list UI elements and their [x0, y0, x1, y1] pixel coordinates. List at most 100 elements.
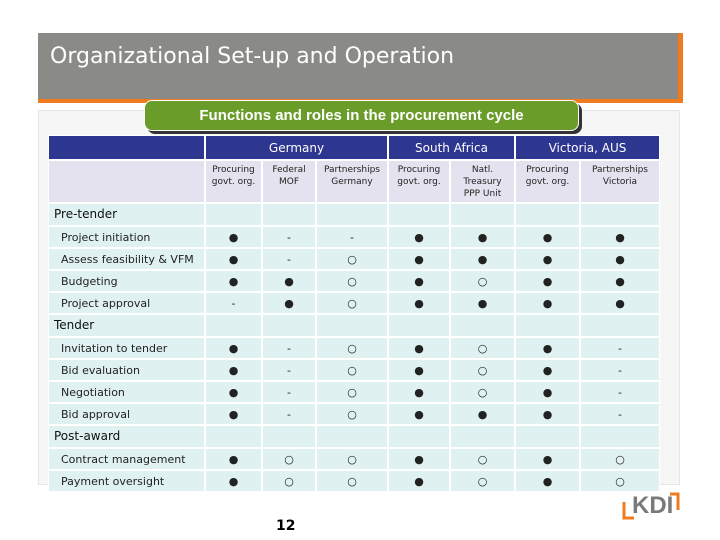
row-label: Budgeting — [48, 270, 205, 292]
logo-bracket — [670, 492, 680, 510]
section-cell — [262, 203, 316, 226]
role-cell: ● — [515, 226, 580, 248]
column-header: Natl. Treasury PPP Unit — [450, 160, 515, 203]
column-header: Procuring govt. org. — [205, 160, 262, 203]
role-cell: ● — [388, 381, 450, 403]
row-label: Project initiation — [48, 226, 205, 248]
role-cell: ● — [450, 226, 515, 248]
section-cell — [580, 203, 660, 226]
role-cell: ● — [205, 359, 262, 381]
section-cell — [450, 425, 515, 448]
section-cell — [48, 203, 205, 226]
role-cell: - — [580, 359, 660, 381]
role-cell: - — [262, 337, 316, 359]
role-cell: ○ — [316, 470, 388, 492]
page-number: 12 — [276, 518, 296, 534]
role-cell: - — [262, 381, 316, 403]
row-label: Bid approval — [48, 403, 205, 425]
header-cell — [48, 135, 205, 160]
banner: Functions and roles in the procurement c… — [144, 100, 579, 131]
section-cell — [205, 425, 262, 448]
column-header: Federal MOF — [262, 160, 316, 203]
role-cell: ○ — [450, 270, 515, 292]
role-cell: ● — [205, 470, 262, 492]
section-label: Tender — [54, 318, 95, 332]
role-cell: - — [262, 248, 316, 270]
role-cell: ● — [388, 359, 450, 381]
column-header: Procuring govt. org. — [388, 160, 450, 203]
role-cell: ● — [388, 248, 450, 270]
group-header: Germany — [205, 135, 388, 160]
slide-title: Organizational Set-up and Operation — [50, 44, 455, 69]
role-cell: ○ — [316, 359, 388, 381]
role-cell: ○ — [450, 470, 515, 492]
section-cell — [580, 425, 660, 448]
role-cell: ● — [205, 337, 262, 359]
role-cell: ● — [205, 381, 262, 403]
role-cell: ● — [515, 270, 580, 292]
role-cell: ● — [388, 337, 450, 359]
role-cell: ● — [515, 381, 580, 403]
role-cell: ● — [450, 248, 515, 270]
role-cell: ● — [388, 226, 450, 248]
section-cell — [580, 314, 660, 337]
role-cell: ● — [515, 470, 580, 492]
role-cell: ○ — [450, 337, 515, 359]
role-cell: ○ — [316, 381, 388, 403]
role-cell: ● — [450, 292, 515, 314]
role-cell: ○ — [316, 403, 388, 425]
section-cell — [388, 425, 450, 448]
role-cell: ○ — [316, 248, 388, 270]
role-cell: ● — [580, 292, 660, 314]
role-cell: ○ — [316, 337, 388, 359]
row-label: Project approval — [48, 292, 205, 314]
role-cell: ● — [388, 270, 450, 292]
section-cell — [515, 425, 580, 448]
section-cell — [515, 203, 580, 226]
role-cell: ○ — [262, 470, 316, 492]
role-cell: ○ — [262, 448, 316, 470]
role-cell: ● — [388, 292, 450, 314]
row-label: Payment oversight — [48, 470, 205, 492]
role-cell: ● — [388, 448, 450, 470]
section-cell — [262, 314, 316, 337]
role-cell: ○ — [316, 448, 388, 470]
role-cell: ● — [515, 403, 580, 425]
section-cell — [450, 314, 515, 337]
role-cell: ● — [205, 448, 262, 470]
section-cell — [515, 314, 580, 337]
section-cell — [388, 203, 450, 226]
section-cell — [48, 425, 205, 448]
row-label: Assess feasibility & VFM — [48, 248, 205, 270]
row-label: Bid evaluation — [48, 359, 205, 381]
role-cell: ● — [580, 270, 660, 292]
role-cell: ○ — [450, 381, 515, 403]
role-cell: ○ — [316, 292, 388, 314]
role-cell: ● — [388, 470, 450, 492]
role-cell: ● — [205, 248, 262, 270]
section-cell — [205, 314, 262, 337]
role-cell: ○ — [316, 270, 388, 292]
section-cell — [48, 314, 205, 337]
role-cell: ● — [515, 292, 580, 314]
role-cell: - — [205, 292, 262, 314]
role-cell: ○ — [580, 470, 660, 492]
role-cell: ● — [580, 248, 660, 270]
column-header: Partnerships Victoria — [580, 160, 660, 203]
role-cell: ● — [515, 248, 580, 270]
logo-bracket — [622, 502, 634, 520]
section-cell — [388, 314, 450, 337]
role-cell: ● — [515, 448, 580, 470]
role-cell: - — [316, 226, 388, 248]
role-cell: ● — [262, 292, 316, 314]
role-cell: ● — [515, 337, 580, 359]
role-cell: ○ — [450, 359, 515, 381]
header-band — [38, 33, 678, 99]
section-cell — [262, 425, 316, 448]
role-cell: - — [262, 403, 316, 425]
column-header: Procuring govt. org. — [515, 160, 580, 203]
group-header: Victoria, AUS — [515, 135, 660, 160]
role-cell: ● — [388, 403, 450, 425]
group-header: South Africa — [388, 135, 515, 160]
